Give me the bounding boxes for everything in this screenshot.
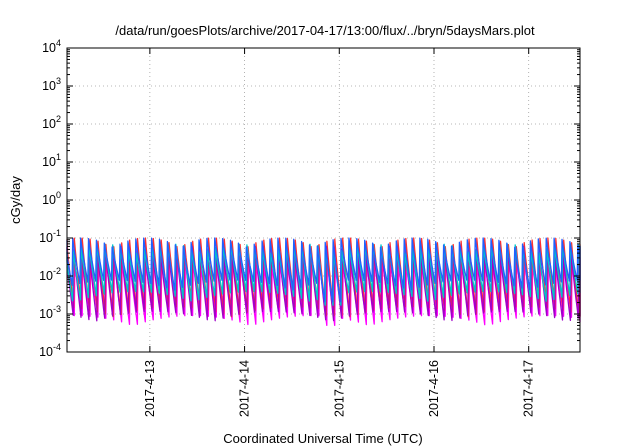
y-axis-label: cGy/day xyxy=(8,176,23,224)
series-layer xyxy=(66,237,581,327)
y-tick-label: 103 xyxy=(42,76,61,93)
y-tick-label: 102 xyxy=(42,114,61,131)
y-tick-label: 10-3 xyxy=(39,304,61,321)
x-tick-label: 2017-4-13 xyxy=(143,360,157,417)
series-line xyxy=(66,237,581,303)
y-tick-label: 100 xyxy=(42,190,61,207)
chart-title: /data/run/goesPlots/archive/2017-04-17/1… xyxy=(115,23,535,38)
y-tick-label: 10-4 xyxy=(39,342,61,359)
tick-layer: 10-4 10-3 10-2 10-1 100 101 102 103 104 2017-4-13… xyxy=(39,38,580,417)
series-line xyxy=(66,237,581,318)
x-axis-label: Coordinated Universal Time (UTC) xyxy=(223,431,422,446)
y-tick-label: 104 xyxy=(42,38,61,55)
y-tick-label: 10-1 xyxy=(39,228,61,245)
x-tick-label: 2017-4-14 xyxy=(238,360,252,417)
y-tick-label: 10-2 xyxy=(39,266,61,283)
x-tick-label: 2017-4-16 xyxy=(427,360,441,417)
x-tick-label: 2017-4-17 xyxy=(522,360,536,417)
y-tick-label: 101 xyxy=(42,152,61,169)
x-tick-label: 2017-4-15 xyxy=(332,360,346,417)
grid-layer xyxy=(67,48,580,352)
